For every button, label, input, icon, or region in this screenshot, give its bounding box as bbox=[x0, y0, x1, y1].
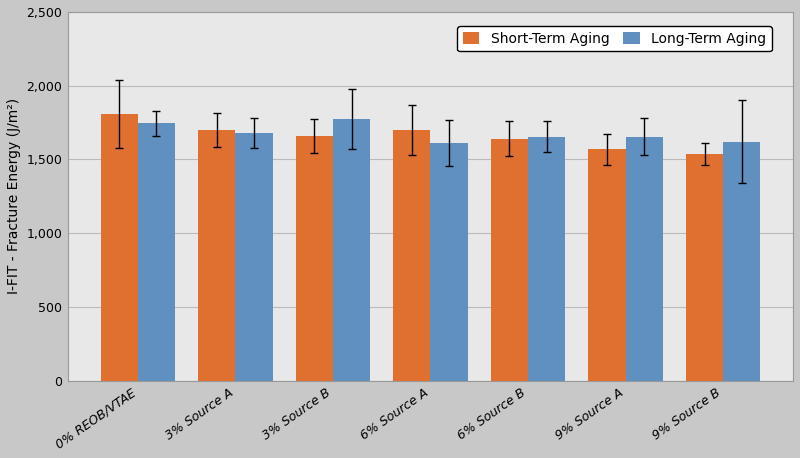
Bar bbox=[138, 123, 175, 381]
Bar bbox=[430, 143, 467, 381]
Bar bbox=[198, 130, 235, 381]
Y-axis label: I-FIT - Fracture Energy (J/m²): I-FIT - Fracture Energy (J/m²) bbox=[7, 98, 21, 294]
Bar bbox=[333, 119, 370, 381]
Bar bbox=[491, 139, 528, 381]
Bar bbox=[626, 136, 662, 381]
Bar bbox=[528, 136, 565, 381]
Bar bbox=[394, 130, 430, 381]
Bar bbox=[589, 149, 626, 381]
Bar bbox=[723, 142, 760, 381]
Bar bbox=[296, 136, 333, 381]
Legend: Short-Term Aging, Long-Term Aging: Short-Term Aging, Long-Term Aging bbox=[457, 26, 772, 51]
Bar bbox=[686, 154, 723, 381]
Bar bbox=[101, 114, 138, 381]
Bar bbox=[235, 133, 273, 381]
